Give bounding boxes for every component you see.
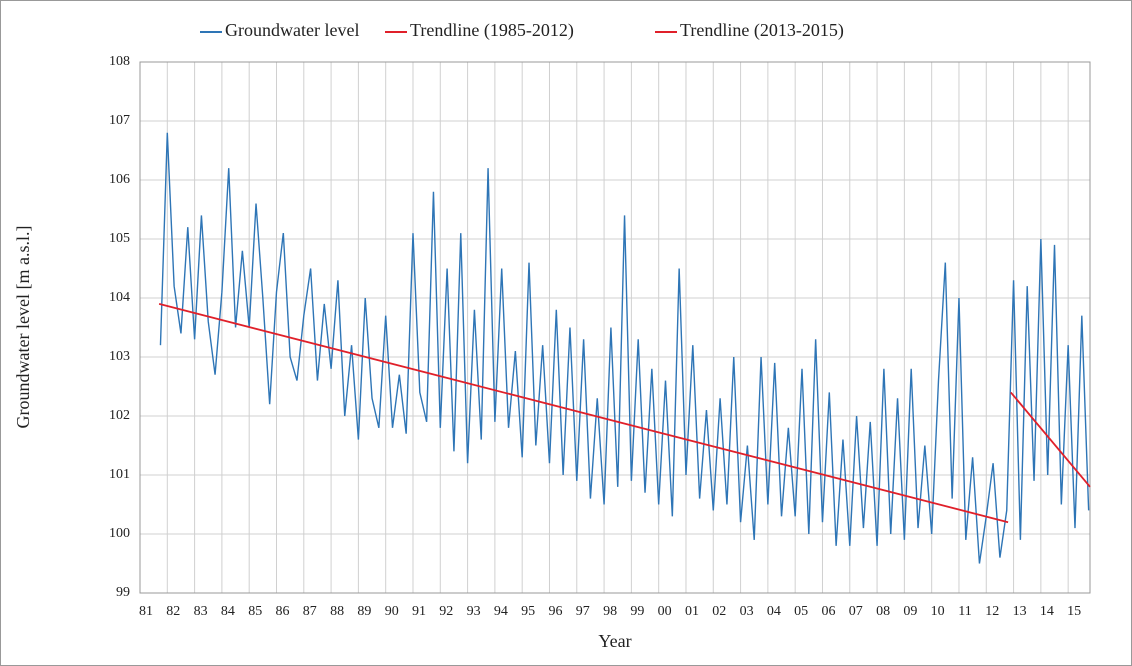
x-tick-label: 99 xyxy=(630,604,644,619)
series-line xyxy=(158,303,1009,524)
plot-border xyxy=(139,61,1091,594)
y-tick-label: 102 xyxy=(109,408,130,423)
legend-label: Trendline (1985-2012) xyxy=(410,20,574,41)
x-tick-label: 82 xyxy=(166,604,180,619)
y-tick-label: 107 xyxy=(109,113,130,128)
x-tick-label: 95 xyxy=(521,604,535,619)
x-tick-label: 96 xyxy=(548,604,562,619)
x-tick-label: 87 xyxy=(303,604,317,619)
x-tick-label: 98 xyxy=(603,604,617,619)
legend-label: Groundwater level xyxy=(225,20,359,40)
series-line xyxy=(1010,391,1091,488)
y-tick-label: 100 xyxy=(109,526,130,541)
x-tick-label: 07 xyxy=(849,604,863,619)
x-tick-label: 97 xyxy=(576,604,590,619)
x-tick-label: 11 xyxy=(958,604,971,619)
x-tick-label: 14 xyxy=(1040,604,1054,619)
x-tick-label: 86 xyxy=(275,604,289,619)
y-tick-label: 101 xyxy=(109,467,130,482)
x-tick-label: 92 xyxy=(439,604,453,619)
x-tick-label: 13 xyxy=(1013,604,1027,619)
x-tick-label: 03 xyxy=(740,604,754,619)
y-tick-label: 104 xyxy=(109,290,130,305)
y-tick-label: 106 xyxy=(109,172,130,187)
x-tick-label: 02 xyxy=(712,604,726,619)
x-tick-label: 08 xyxy=(876,604,890,619)
x-tick-label: 89 xyxy=(357,604,371,619)
x-tick-label: 09 xyxy=(903,604,917,619)
x-tick-label: 15 xyxy=(1067,604,1081,619)
x-tick-label: 00 xyxy=(658,604,672,619)
x-tick-label: 10 xyxy=(931,604,945,619)
y-tick-label: 103 xyxy=(109,349,130,364)
y-axis-label: Groundwater level [m a.s.l.] xyxy=(13,226,33,429)
x-tick-label: 06 xyxy=(821,604,835,619)
x-tick-label: 12 xyxy=(985,604,999,619)
x-tick-label: 84 xyxy=(221,604,235,619)
x-tick-label: 93 xyxy=(467,604,481,619)
x-tick-label: 91 xyxy=(412,604,426,619)
x-tick-label: 04 xyxy=(767,604,781,619)
x-tick-label: 88 xyxy=(330,604,344,619)
y-tick-label: 99 xyxy=(116,585,130,600)
x-tick-label: 94 xyxy=(494,604,508,619)
y-tick-label: 108 xyxy=(109,54,130,69)
x-tick-label: 05 xyxy=(794,604,808,619)
x-tick-label: 81 xyxy=(139,604,153,619)
x-tick-label: 85 xyxy=(248,604,262,619)
x-tick-label: 90 xyxy=(385,604,399,619)
y-tick-label: 105 xyxy=(109,231,130,246)
x-tick-label: 83 xyxy=(194,604,208,619)
legend-label: Trendline (2013-2015) xyxy=(680,20,844,41)
x-axis-label: Year xyxy=(598,631,631,651)
x-tick-label: 01 xyxy=(685,604,699,619)
